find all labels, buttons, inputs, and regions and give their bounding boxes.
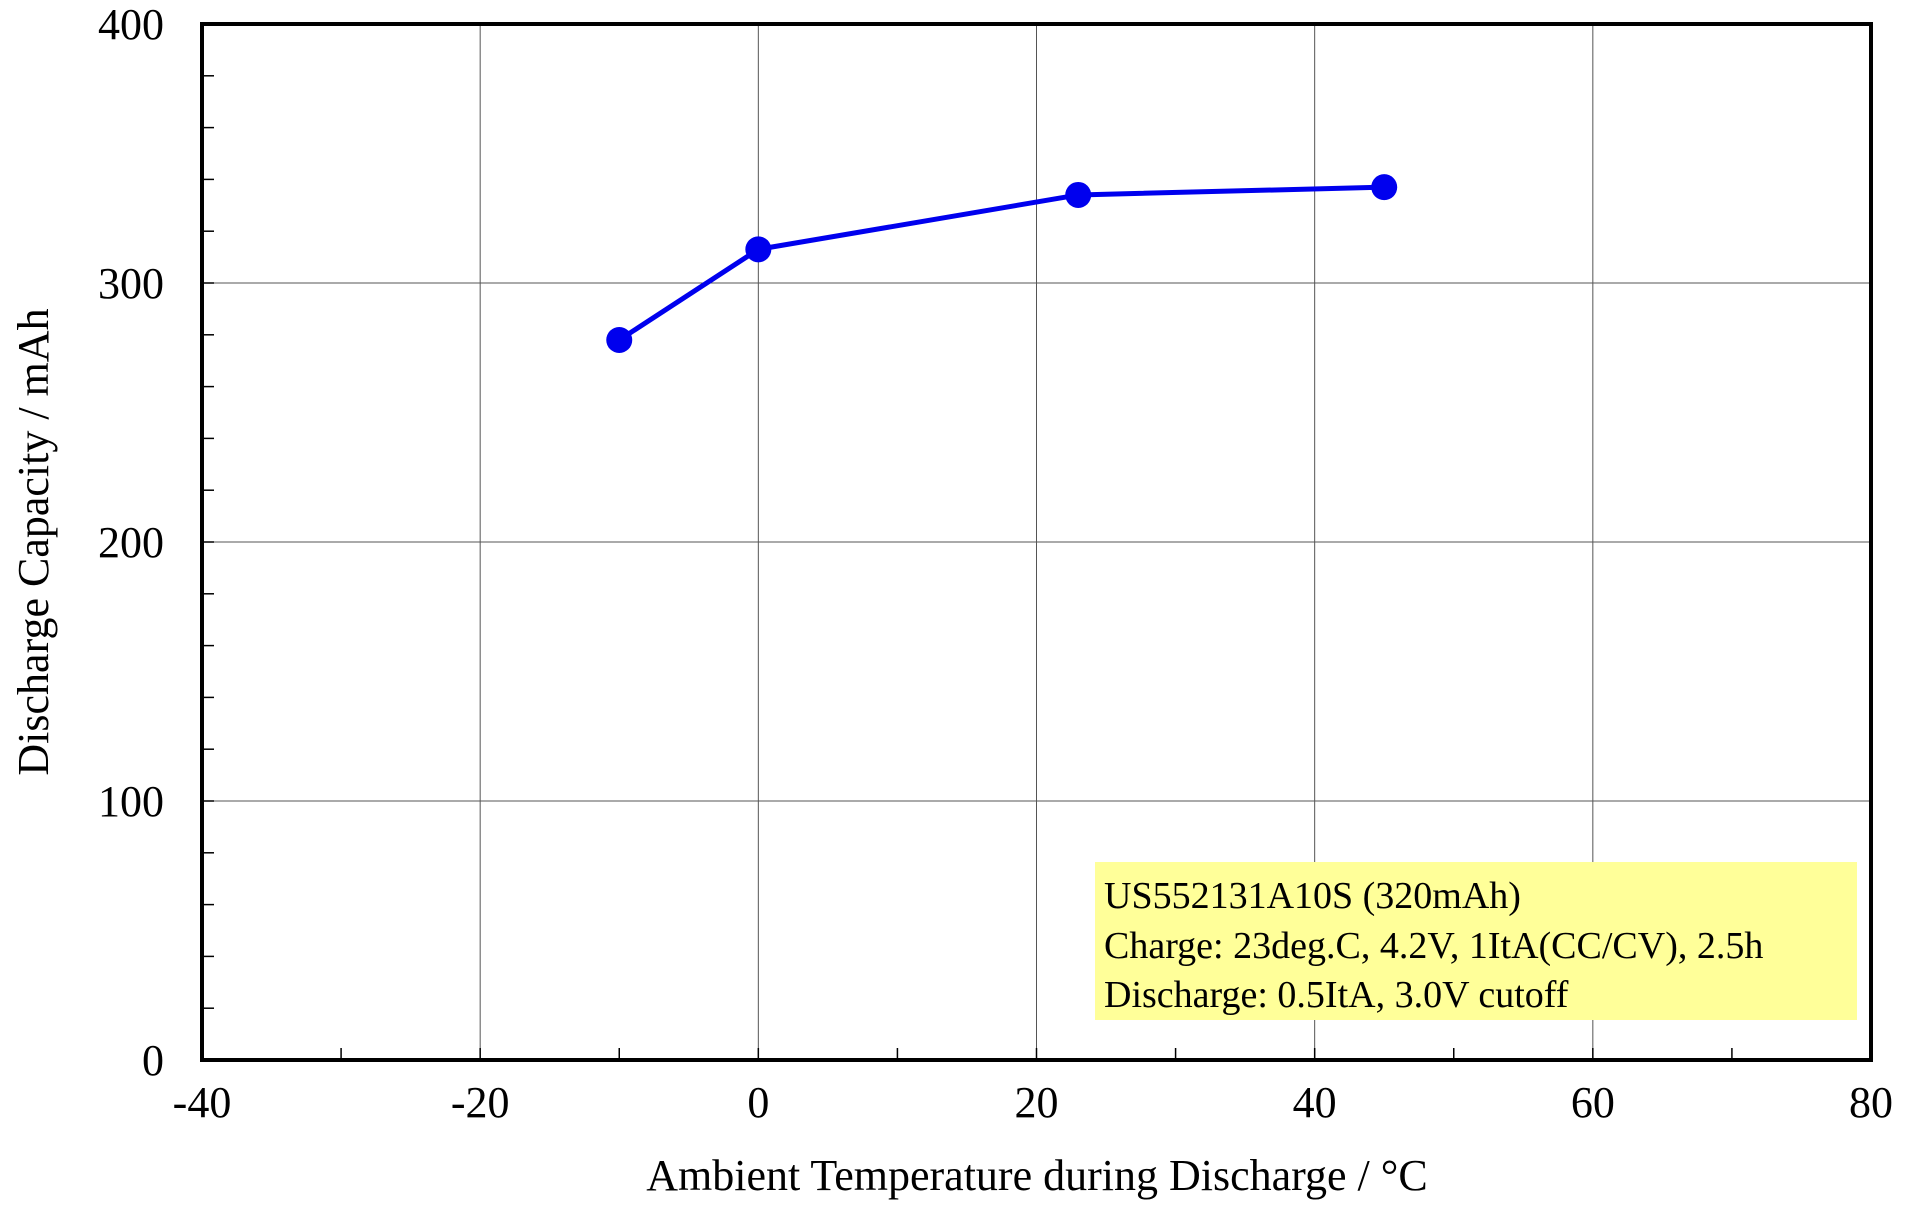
x-tick-label: 20 (1015, 1078, 1059, 1127)
y-tick-label: 100 (98, 777, 164, 826)
annotation-line: US552131A10S (320mAh) (1104, 875, 1521, 917)
series-group (606, 174, 1398, 353)
x-tick-label: -40 (173, 1078, 232, 1127)
data-point (1065, 181, 1092, 208)
x-axis-tick-labels: -40 -20 0 20 40 60 80 (173, 1078, 1893, 1127)
y-tick-label: 0 (142, 1036, 164, 1085)
annotation-line: Discharge: 0.5ItA, 3.0V cutoff (1104, 974, 1569, 1016)
series-line (617, 184, 1385, 343)
annotation-line: Charge: 23deg.C, 4.2V, 1ItA(CC/CV), 2.5h (1104, 925, 1763, 967)
x-tick-label: -20 (451, 1078, 510, 1127)
x-tick-label: 80 (1849, 1078, 1893, 1127)
y-tick-label: 300 (98, 259, 164, 308)
x-axis-label: Ambient Temperature during Discharge / °… (646, 1151, 1427, 1200)
y-tick-label: 200 (98, 518, 164, 567)
x-tick-label: 40 (1293, 1078, 1337, 1127)
x-tick-label: 60 (1571, 1078, 1615, 1127)
y-axis-tick-labels: 0 100 200 300 400 (98, 0, 164, 1085)
grid-lines (202, 24, 1871, 1060)
x-tick-label: 0 (747, 1078, 769, 1127)
plot-area-frame (200, 22, 1873, 1062)
data-point (1371, 174, 1398, 201)
data-point (745, 236, 772, 263)
annotation-background (1095, 862, 1857, 1020)
y-axis-label: Discharge Capacity / mAh (9, 308, 58, 775)
annotation-box: US552131A10S (320mAh) Charge: 23deg.C, 4… (1095, 862, 1857, 1020)
data-point (606, 326, 633, 353)
y-tick-label: 400 (98, 0, 164, 49)
